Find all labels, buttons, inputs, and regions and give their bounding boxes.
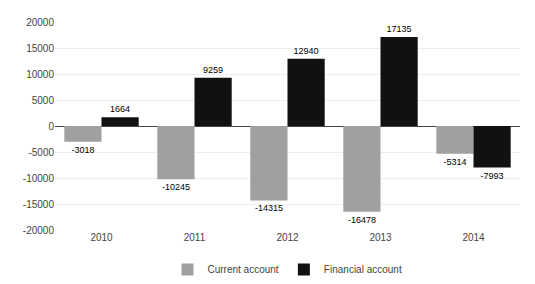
- svg-text:-16478: -16478: [348, 215, 376, 225]
- svg-text:-7993: -7993: [481, 171, 504, 181]
- svg-text:-5314: -5314: [443, 157, 466, 167]
- svg-text:1664: 1664: [110, 104, 130, 114]
- svg-text:Financial account: Financial account: [324, 264, 402, 275]
- svg-text:2011: 2011: [184, 232, 206, 243]
- svg-text:5000: 5000: [32, 95, 55, 106]
- svg-text:-20000: -20000: [23, 225, 55, 236]
- svg-text:2010: 2010: [90, 232, 113, 243]
- svg-text:12940: 12940: [294, 46, 319, 56]
- svg-text:-5000: -5000: [28, 147, 54, 158]
- svg-text:10000: 10000: [26, 69, 54, 80]
- svg-text:-10245: -10245: [162, 182, 190, 192]
- svg-text:-14315: -14315: [255, 203, 283, 213]
- svg-text:-3018: -3018: [71, 145, 94, 155]
- svg-text:2014: 2014: [462, 232, 485, 243]
- svg-text:15000: 15000: [26, 43, 54, 54]
- svg-text:Current account: Current account: [208, 264, 279, 275]
- svg-text:-15000: -15000: [23, 199, 55, 210]
- svg-text:2012: 2012: [276, 232, 299, 243]
- svg-text:-10000: -10000: [23, 173, 55, 184]
- svg-text:9259: 9259: [203, 65, 223, 75]
- svg-text:20000: 20000: [26, 17, 54, 28]
- svg-text:2013: 2013: [369, 232, 392, 243]
- svg-text:17135: 17135: [387, 24, 412, 34]
- svg-text:0: 0: [48, 121, 54, 132]
